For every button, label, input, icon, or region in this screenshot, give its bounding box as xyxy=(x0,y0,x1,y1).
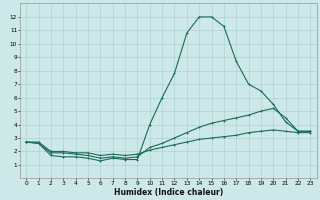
X-axis label: Humidex (Indice chaleur): Humidex (Indice chaleur) xyxy=(114,188,223,197)
